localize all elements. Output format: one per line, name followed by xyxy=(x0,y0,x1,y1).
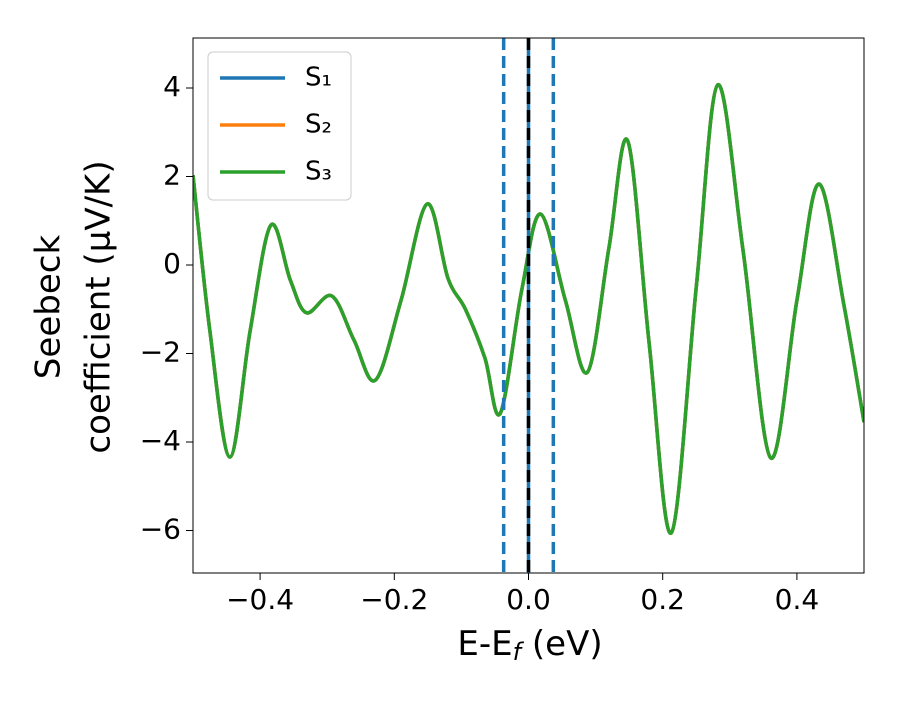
y-tick-label: −2 xyxy=(140,336,181,369)
x-tick-label: 0.4 xyxy=(775,583,820,616)
legend-label: S₁ xyxy=(305,63,332,93)
y-axis-label: Seebeck xyxy=(29,235,69,380)
y-tick-label: 4 xyxy=(163,70,181,103)
x-tick-label: 0.0 xyxy=(506,583,551,616)
x-tick-label: 0.2 xyxy=(640,583,685,616)
plot-area xyxy=(193,38,864,573)
y-tick-label: −4 xyxy=(140,424,181,457)
y-tick-label: −6 xyxy=(140,513,181,546)
x-label-part: (eV) xyxy=(521,624,603,664)
x-tick-label: −0.2 xyxy=(360,583,428,616)
y-axis-label: coefficient (μV/K) xyxy=(79,160,119,453)
plot-frame xyxy=(192,37,865,574)
y-tick-label: 2 xyxy=(163,159,181,192)
legend: S₁ S₂ S₃ xyxy=(207,51,352,201)
legend-label: S₃ xyxy=(305,157,332,187)
y-tick-label: 0 xyxy=(163,247,181,280)
series-line xyxy=(193,83,864,535)
x-axis-label: E-Ef (eV) xyxy=(457,624,602,667)
x-label-part: E-E xyxy=(457,624,512,664)
x-tick-label: −0.4 xyxy=(226,583,294,616)
legend-label: S₂ xyxy=(305,110,332,140)
